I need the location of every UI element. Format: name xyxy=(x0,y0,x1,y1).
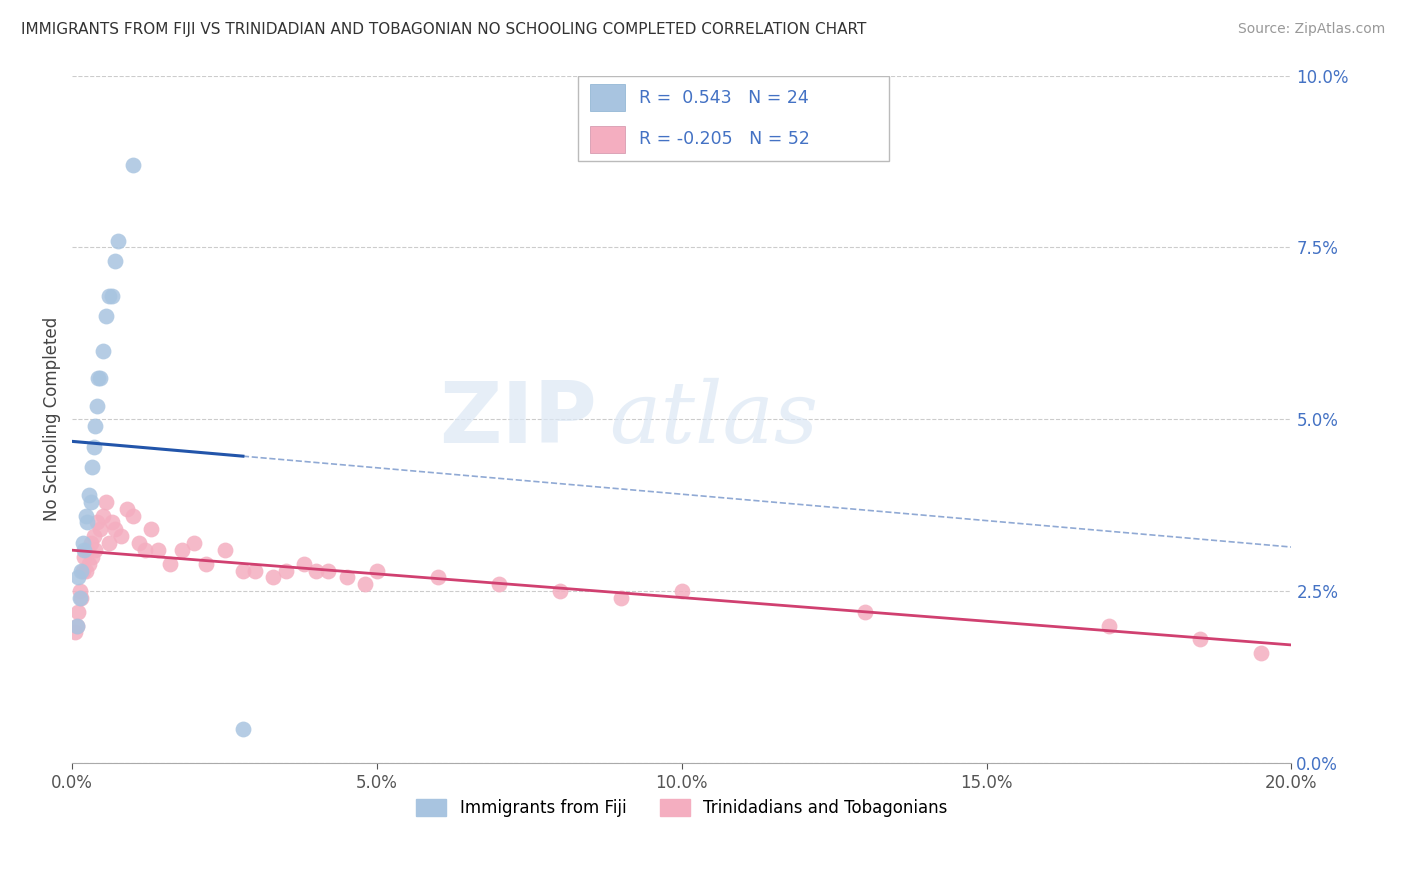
Point xyxy=(232,564,254,578)
Point xyxy=(183,536,205,550)
Point xyxy=(243,564,266,578)
Point xyxy=(110,529,132,543)
Point xyxy=(79,536,101,550)
Point xyxy=(72,536,94,550)
Point xyxy=(66,618,89,632)
Point xyxy=(610,591,633,606)
Point xyxy=(853,605,876,619)
Point xyxy=(128,536,150,550)
Point xyxy=(1188,632,1211,647)
Point xyxy=(73,549,96,564)
Point xyxy=(66,618,89,632)
Text: R =  0.543   N = 24: R = 0.543 N = 24 xyxy=(640,88,808,106)
Point xyxy=(86,516,108,530)
Point xyxy=(122,158,145,172)
Point xyxy=(70,591,93,606)
Point xyxy=(353,577,375,591)
Point xyxy=(67,605,90,619)
Point xyxy=(84,543,107,558)
Point xyxy=(79,488,101,502)
Point xyxy=(671,584,693,599)
Point xyxy=(115,501,138,516)
Point xyxy=(94,495,117,509)
Point xyxy=(488,577,510,591)
Point xyxy=(73,543,96,558)
Point xyxy=(94,309,117,323)
Point xyxy=(1250,646,1272,660)
Point xyxy=(80,460,103,475)
Point xyxy=(274,564,297,578)
Point xyxy=(67,570,90,584)
Point xyxy=(141,522,163,536)
Point xyxy=(316,564,339,578)
Point xyxy=(170,543,193,558)
Text: atlas: atlas xyxy=(609,378,818,460)
Point xyxy=(305,564,328,578)
Point xyxy=(427,570,450,584)
Point xyxy=(83,529,105,543)
Point xyxy=(83,440,105,454)
Text: ZIP: ZIP xyxy=(439,378,596,461)
Point xyxy=(84,419,107,434)
Legend: Immigrants from Fiji, Trinidadians and Tobagonians: Immigrants from Fiji, Trinidadians and T… xyxy=(409,792,955,823)
Point xyxy=(97,536,120,550)
Point xyxy=(75,564,97,578)
Point xyxy=(104,254,127,268)
Point xyxy=(87,371,110,385)
Point xyxy=(1097,618,1119,632)
Point xyxy=(122,508,145,523)
Point xyxy=(69,584,91,599)
Text: Source: ZipAtlas.com: Source: ZipAtlas.com xyxy=(1237,22,1385,37)
Point xyxy=(104,522,127,536)
Point xyxy=(89,522,111,536)
Point xyxy=(79,557,101,571)
Point xyxy=(91,343,114,358)
FancyBboxPatch shape xyxy=(578,76,889,161)
Point xyxy=(107,234,129,248)
Point xyxy=(82,549,104,564)
Point xyxy=(134,543,156,558)
Point xyxy=(65,625,87,640)
Text: R = -0.205   N = 52: R = -0.205 N = 52 xyxy=(640,130,810,148)
Point xyxy=(195,557,218,571)
Y-axis label: No Schooling Completed: No Schooling Completed xyxy=(44,318,60,522)
Point xyxy=(159,557,181,571)
Point xyxy=(76,516,98,530)
Text: IMMIGRANTS FROM FIJI VS TRINIDADIAN AND TOBAGONIAN NO SCHOOLING COMPLETED CORREL: IMMIGRANTS FROM FIJI VS TRINIDADIAN AND … xyxy=(21,22,866,37)
Point xyxy=(214,543,236,558)
Point xyxy=(335,570,357,584)
Point xyxy=(86,399,108,413)
Point xyxy=(232,722,254,736)
Point xyxy=(101,288,124,302)
Point xyxy=(97,288,120,302)
Point xyxy=(89,371,111,385)
Point xyxy=(366,564,388,578)
Point xyxy=(146,543,169,558)
Point xyxy=(101,516,124,530)
Point xyxy=(70,564,93,578)
Point xyxy=(91,508,114,523)
Point xyxy=(548,584,571,599)
Point xyxy=(262,570,284,584)
FancyBboxPatch shape xyxy=(591,126,624,153)
FancyBboxPatch shape xyxy=(591,84,624,112)
Point xyxy=(72,564,94,578)
Point xyxy=(76,543,98,558)
Point xyxy=(292,557,315,571)
Point xyxy=(75,508,97,523)
Point xyxy=(79,495,101,509)
Point xyxy=(69,591,91,606)
